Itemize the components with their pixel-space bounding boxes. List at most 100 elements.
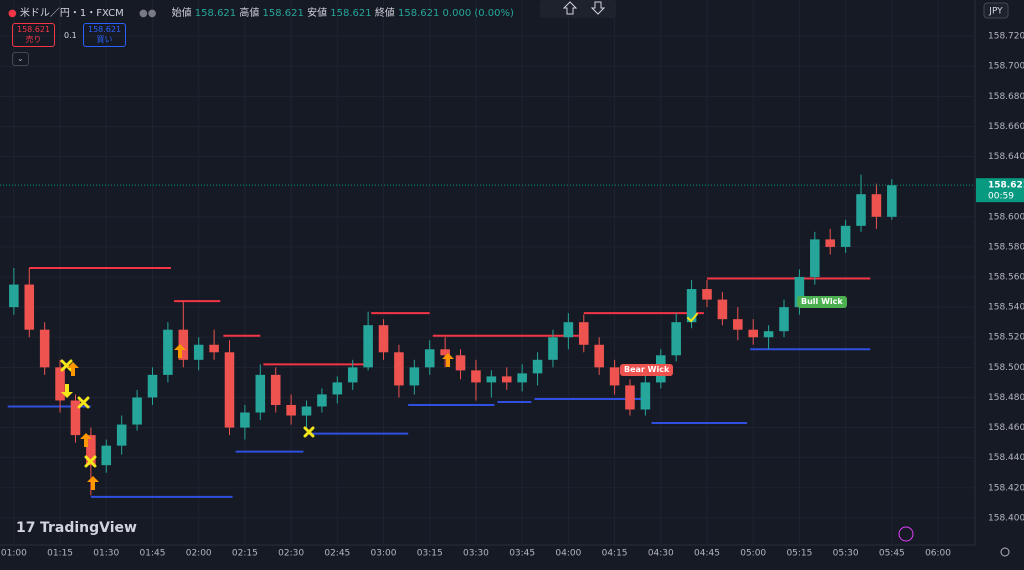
candle-body [363, 325, 373, 368]
candle-body [24, 284, 35, 330]
y-tick-label: 158.500 [988, 363, 1024, 373]
currency: JPY [988, 7, 1003, 17]
x-tick-label: 05:15 [786, 549, 812, 559]
candle-body [394, 352, 404, 386]
x-tick-label: 01:45 [140, 549, 166, 559]
settings-icon[interactable] [1000, 547, 1010, 557]
candle-body [856, 194, 866, 226]
x-tick-label: 03:45 [509, 549, 535, 559]
candle-body [686, 289, 697, 323]
candle-body [825, 239, 835, 247]
candle-body [810, 239, 820, 278]
candle-body [578, 322, 589, 345]
buy-label: 買い [96, 35, 113, 44]
sell-label: 売り [25, 35, 42, 44]
status: ●● [138, 8, 157, 19]
ohlc-label: 始値 [171, 8, 192, 19]
candle-body [209, 344, 219, 353]
price-axis-bg [975, 0, 1024, 570]
toolbar[interactable] [540, 0, 616, 18]
candle-body [594, 344, 604, 368]
candle-body [548, 337, 558, 360]
buy-price: 158.621 [88, 25, 122, 34]
candle-body [609, 367, 620, 386]
collapse-button[interactable]: ⌄ [12, 52, 29, 66]
x-tick-label: 06:00 [925, 549, 951, 559]
candle-body [193, 344, 204, 360]
x-tick-label: 05:00 [740, 549, 766, 559]
candle-body [471, 370, 481, 383]
flag: ● [8, 8, 17, 19]
ohlc-value: 158.621 [194, 8, 237, 19]
spread: 0.1 [64, 31, 77, 40]
y-tick-label: 158.680 [988, 92, 1024, 102]
change: 0.000 (0.00%) [442, 8, 514, 19]
candle-body [887, 185, 897, 217]
ohlc-value: 158.621 [398, 8, 440, 19]
candle-body [486, 376, 497, 383]
y-tick-label: 158.460 [988, 423, 1024, 433]
x-tick-label: 04:45 [694, 549, 720, 559]
ohlc-label: 高値 [239, 8, 260, 19]
candle-body [301, 406, 312, 416]
candle-body [270, 374, 281, 405]
candle-body [532, 359, 543, 374]
x-tick-label: 04:30 [648, 549, 674, 559]
candle-body [224, 352, 235, 428]
candle-body [748, 329, 758, 338]
candle-body [779, 307, 789, 332]
logo-mark: 𝟭𝟳 [16, 520, 35, 536]
y-tick-label: 158.640 [988, 152, 1024, 162]
x-tick-label: 02:45 [324, 549, 350, 559]
candle-body [101, 445, 112, 466]
currency-button[interactable] [983, 2, 1009, 19]
x-tick-label: 02:00 [186, 549, 212, 559]
candle-body [163, 329, 173, 375]
candle-body [286, 404, 296, 416]
y-tick-label: 158.700 [988, 62, 1024, 72]
candle-body [702, 289, 712, 300]
y-tick-label: 158.580 [988, 242, 1024, 252]
candle-body [378, 325, 389, 353]
candle-body [424, 349, 435, 368]
last-price-label: 158.621 [988, 181, 1024, 191]
annotation: Bear Wick [620, 364, 674, 376]
x-tick-label: 04:15 [602, 549, 628, 559]
toolbar-arrows[interactable] [562, 1, 606, 15]
candle-body [39, 329, 50, 368]
candle-body [840, 225, 851, 247]
x-tick-label: 03:00 [371, 549, 397, 559]
candle-body [86, 435, 96, 466]
candle-body [871, 194, 882, 217]
alert-icon[interactable] [898, 526, 914, 542]
y-tick-label: 158.660 [988, 122, 1024, 132]
candle-body [347, 367, 358, 383]
candle-body [640, 382, 651, 410]
y-tick-label: 158.520 [988, 333, 1024, 343]
candle-body [717, 299, 728, 320]
sell-button[interactable]: 158.621 売り [12, 23, 56, 47]
candle-body [409, 367, 420, 386]
candle-body [794, 277, 805, 308]
candle-body [70, 400, 81, 436]
candle-body [9, 284, 19, 308]
candle-body [178, 329, 189, 360]
countdown: 00:59 [988, 192, 1014, 202]
ohlc-value: 158.621 [262, 8, 304, 19]
x-tick-label: 03:15 [417, 549, 443, 559]
candle-body [455, 355, 466, 371]
buy-button[interactable]: 158.621 買い [83, 23, 127, 47]
candle-body [147, 374, 158, 398]
candle-body [671, 322, 681, 356]
y-tick-label: 158.400 [988, 513, 1024, 523]
candle-body [317, 394, 327, 407]
x-tick-label: 02:30 [278, 549, 304, 559]
candle-body [132, 397, 142, 425]
candle-body [332, 382, 343, 395]
candle-body [440, 349, 450, 356]
y-tick-label: 158.720 [988, 32, 1024, 42]
x-tick-label: 04:00 [555, 549, 581, 559]
annotation: Bull Wick [797, 296, 847, 308]
